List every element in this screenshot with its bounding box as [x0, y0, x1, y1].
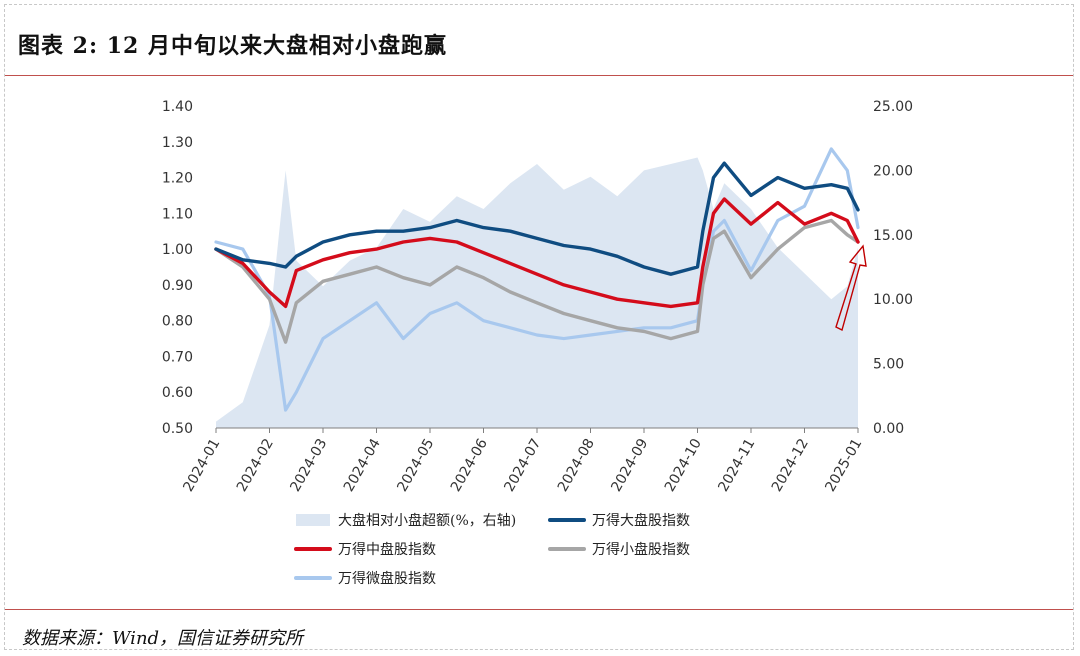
- series-line-4: [214, 161, 860, 276]
- legend-label: 大盘相对小盘超额(%，右轴): [338, 512, 516, 529]
- x-tick-label: 2024-11: [715, 436, 758, 495]
- y-left-tick-label: 0.60: [162, 385, 193, 401]
- annotation-arrow: [835, 244, 867, 332]
- y-left-tick-label: 0.90: [162, 278, 193, 294]
- x-tick-label: 2024-06: [448, 436, 491, 495]
- y-left-tick-label: 1.00: [162, 242, 193, 258]
- series-area-excess: [216, 157, 858, 428]
- x-tick-label: 2024-03: [287, 436, 330, 495]
- x-tick-label: 2024-08: [555, 436, 598, 495]
- y-left-tick-label: 0.70: [162, 349, 193, 365]
- y-right-tick-label: 15.00: [873, 228, 913, 244]
- x-tick-label: 2024-07: [501, 436, 544, 495]
- y-right-tick-label: 0.00: [873, 421, 904, 437]
- y-right-tick-label: 5.00: [873, 357, 904, 373]
- y-left-tick-label: 1.10: [162, 206, 193, 222]
- legend-swatch-area: [296, 514, 330, 526]
- series-line-2: [214, 218, 860, 344]
- source-rule: [5, 609, 1073, 610]
- series-line-3: [214, 197, 860, 309]
- source-note: 数据来源：Wind，国信证券研究所: [22, 628, 304, 649]
- x-tick-label: 2024-04: [341, 436, 384, 495]
- legend-label: 万得中盘股指数: [338, 541, 436, 558]
- y-left-tick-label: 1.40: [162, 99, 193, 115]
- y-left-tick-label: 0.50: [162, 421, 193, 437]
- excess-area-layer: [216, 157, 858, 428]
- x-tick-label: 2024-01: [180, 436, 223, 495]
- y-right-tick-label: 10.00: [873, 292, 913, 308]
- y-right-tick-label: 25.00: [873, 99, 913, 115]
- legend-label: 万得微盘股指数: [338, 570, 436, 587]
- series-lines-layer: [214, 147, 860, 412]
- annotation-layer: [835, 244, 867, 332]
- figure-frame: [4, 4, 1074, 650]
- legend-label: 万得大盘股指数: [592, 512, 690, 529]
- x-tick-label: 2024-05: [394, 436, 437, 495]
- figure-title: 图表 2: 12 月中旬以来大盘相对小盘跑赢: [18, 33, 448, 59]
- x-tick-label: 2024-09: [608, 436, 651, 495]
- x-tick-label: 2024-10: [662, 436, 705, 495]
- y-left-tick-label: 1.30: [162, 135, 193, 151]
- y-left-tick-label: 1.20: [162, 171, 193, 187]
- x-tick-label: 2025-01: [822, 436, 865, 495]
- legend-label: 万得小盘股指数: [592, 541, 690, 558]
- x-tick-label: 2024-02: [234, 436, 277, 495]
- x-tick-label: 2024-12: [769, 436, 812, 495]
- y-left-tick-label: 0.80: [162, 314, 193, 330]
- series-line-1: [214, 147, 860, 412]
- title-rule: [5, 75, 1073, 76]
- y-right-tick-label: 20.00: [873, 163, 913, 179]
